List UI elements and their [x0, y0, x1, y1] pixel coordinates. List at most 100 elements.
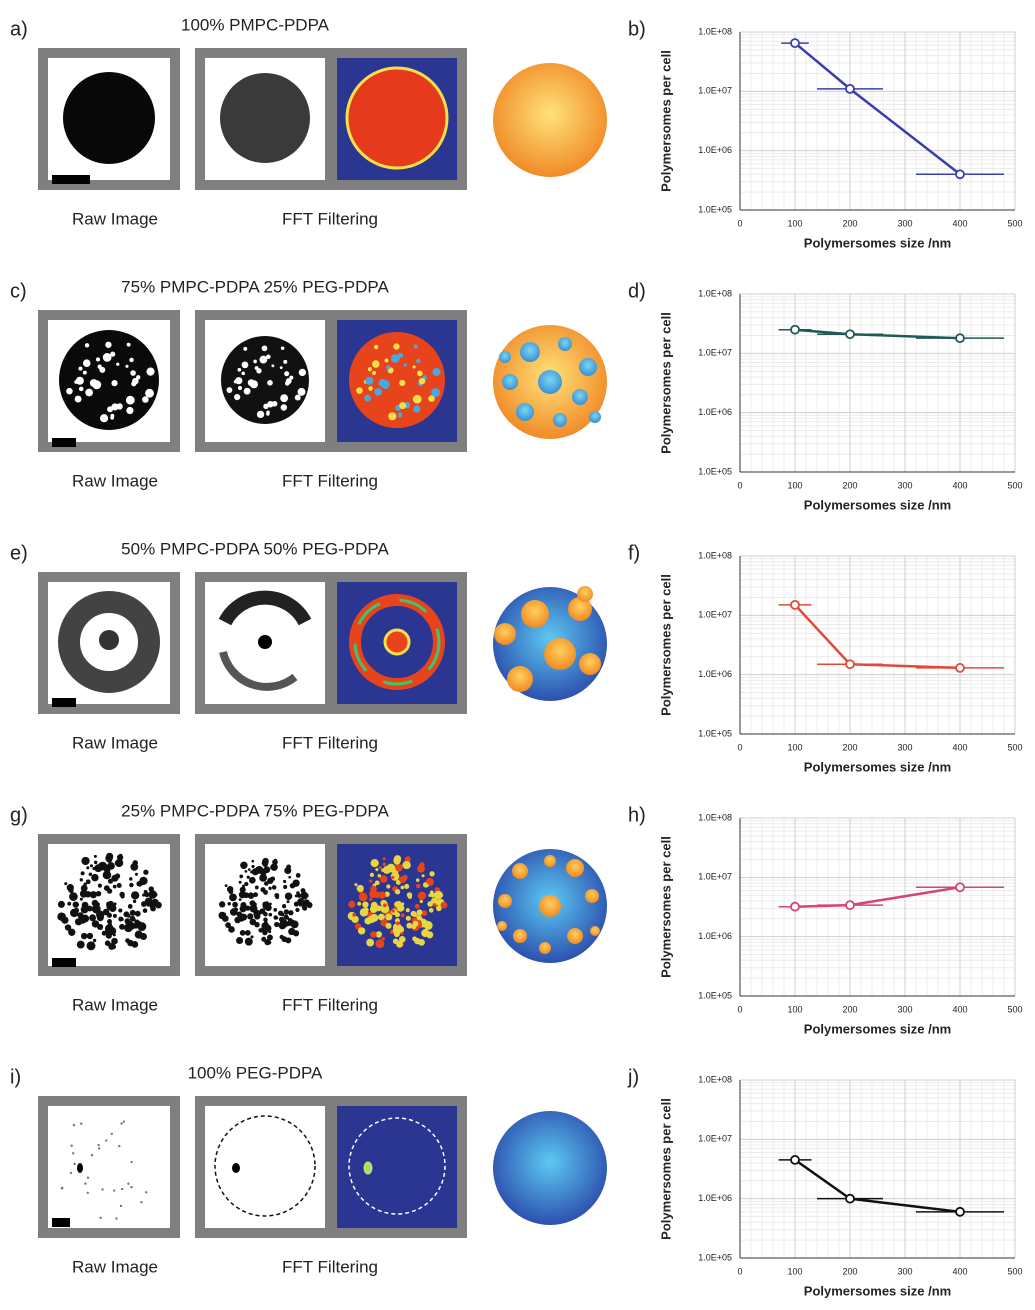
speckle	[416, 878, 420, 882]
speckle	[416, 884, 420, 888]
sphere	[493, 1111, 607, 1225]
speckle	[111, 938, 118, 945]
speckle	[120, 894, 124, 898]
speckle	[372, 360, 380, 368]
speckle	[430, 890, 434, 894]
raw-caption: Raw Image	[72, 995, 158, 1014]
speckle	[245, 870, 248, 873]
speckle	[144, 398, 148, 402]
speckle	[118, 917, 123, 922]
sphere-spot	[567, 928, 583, 944]
x-tick-label: 300	[897, 218, 912, 228]
speckle	[283, 360, 287, 364]
speckle	[78, 367, 82, 371]
speckle	[98, 365, 102, 369]
speckle	[77, 941, 85, 949]
particle-map	[347, 68, 447, 168]
speckle	[67, 902, 71, 906]
y-tick-label: 1.0E+07	[698, 1134, 732, 1144]
speckle	[263, 912, 268, 917]
sphere-spot	[498, 894, 512, 908]
row-title: 75% PMPC-PDPA 25% PEG-PDPA	[121, 277, 389, 296]
speckle	[73, 1163, 75, 1165]
speckle	[80, 878, 83, 881]
x-tick-label: 100	[787, 1004, 802, 1014]
speckle	[94, 855, 97, 858]
point	[956, 334, 964, 342]
y-tick-label: 1.0E+07	[698, 86, 732, 96]
speckle	[375, 880, 380, 885]
speckle	[243, 347, 247, 351]
speckle	[299, 903, 302, 906]
core-map	[385, 630, 409, 654]
speckle	[121, 1188, 123, 1190]
speckle	[358, 927, 365, 934]
scale-bar	[52, 1218, 70, 1227]
speckle	[130, 863, 138, 871]
speckle	[374, 345, 378, 349]
speckle	[404, 884, 409, 889]
speckle	[125, 365, 128, 368]
speckle	[74, 908, 79, 913]
sphere-spot	[538, 370, 562, 394]
speckle	[244, 388, 251, 395]
speckle	[238, 915, 245, 922]
speckle	[98, 883, 102, 887]
point	[791, 601, 799, 609]
speckle	[280, 394, 288, 402]
speckle	[67, 884, 74, 891]
y-tick-label: 1.0E+06	[698, 931, 732, 941]
speckle	[118, 908, 122, 912]
speckle	[379, 866, 382, 869]
speckle	[354, 883, 357, 886]
raw-image	[48, 1106, 170, 1228]
sphere-spot	[499, 351, 511, 363]
speckle	[85, 389, 93, 397]
y-axis-label: Polymersomes per cell	[658, 574, 673, 716]
speckle	[148, 900, 152, 904]
speckle	[240, 862, 247, 869]
speckle	[219, 901, 225, 907]
speckle	[274, 922, 279, 927]
sphere-spot	[520, 342, 540, 362]
speckle	[415, 904, 420, 909]
x-tick-label: 0	[737, 218, 742, 228]
speckle	[87, 1192, 89, 1194]
speckle	[413, 365, 416, 368]
speckle	[288, 876, 291, 879]
sphere-spot	[589, 411, 601, 423]
speckle	[109, 901, 114, 906]
x-tick-label: 400	[952, 218, 967, 228]
speckle	[250, 871, 253, 874]
speckle	[143, 870, 148, 875]
speckle	[81, 871, 85, 875]
panel-label: g)	[10, 804, 28, 826]
speckle	[381, 869, 384, 872]
speckle	[255, 366, 259, 370]
speckle	[386, 884, 390, 888]
x-tick-label: 400	[952, 480, 967, 490]
speckle	[247, 913, 253, 919]
speckle	[383, 903, 387, 907]
speckle	[119, 924, 125, 930]
scale-bar	[52, 175, 90, 184]
speckle	[348, 901, 355, 908]
page: {"rows": [ {"label": "a)", "title": "100…	[0, 0, 1035, 1310]
speckle	[395, 864, 403, 872]
speckle	[284, 909, 289, 914]
speckle	[227, 902, 230, 905]
point	[956, 1208, 964, 1216]
speckle	[305, 894, 309, 898]
fft-map	[337, 1106, 457, 1228]
speckle	[111, 403, 118, 410]
speckle	[98, 1147, 100, 1149]
speckle	[90, 864, 93, 867]
speckle	[111, 875, 118, 882]
speckle	[291, 884, 295, 888]
speckle	[391, 876, 394, 879]
speckle	[441, 902, 448, 909]
speckle	[155, 902, 162, 909]
core	[258, 635, 272, 649]
speckle	[87, 941, 96, 950]
speckle	[236, 937, 243, 944]
